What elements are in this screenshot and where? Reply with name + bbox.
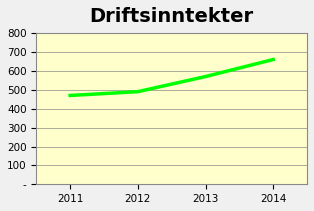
Title: Driftsinntekter: Driftsinntekter bbox=[89, 7, 254, 26]
